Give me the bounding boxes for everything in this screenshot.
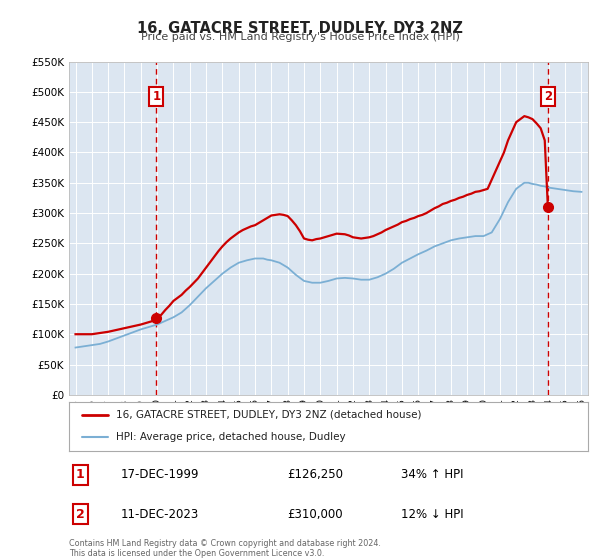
Text: 2: 2: [544, 90, 552, 103]
Text: 1: 1: [152, 90, 161, 103]
Text: HPI: Average price, detached house, Dudley: HPI: Average price, detached house, Dudl…: [116, 432, 346, 442]
Text: Contains HM Land Registry data © Crown copyright and database right 2024.
This d: Contains HM Land Registry data © Crown c…: [69, 539, 381, 558]
Text: 16, GATACRE STREET, DUDLEY, DY3 2NZ (detached house): 16, GATACRE STREET, DUDLEY, DY3 2NZ (det…: [116, 410, 421, 420]
Text: 17-DEC-1999: 17-DEC-1999: [121, 468, 199, 482]
Text: 12% ↓ HPI: 12% ↓ HPI: [401, 507, 464, 521]
Text: 16, GATACRE STREET, DUDLEY, DY3 2NZ: 16, GATACRE STREET, DUDLEY, DY3 2NZ: [137, 21, 463, 36]
Text: 34% ↑ HPI: 34% ↑ HPI: [401, 468, 464, 482]
Text: Price paid vs. HM Land Registry's House Price Index (HPI): Price paid vs. HM Land Registry's House …: [140, 32, 460, 42]
Text: 2: 2: [76, 507, 85, 521]
Text: 11-DEC-2023: 11-DEC-2023: [121, 507, 199, 521]
Text: 1: 1: [76, 468, 85, 482]
Text: £310,000: £310,000: [287, 507, 343, 521]
Text: £126,250: £126,250: [287, 468, 343, 482]
